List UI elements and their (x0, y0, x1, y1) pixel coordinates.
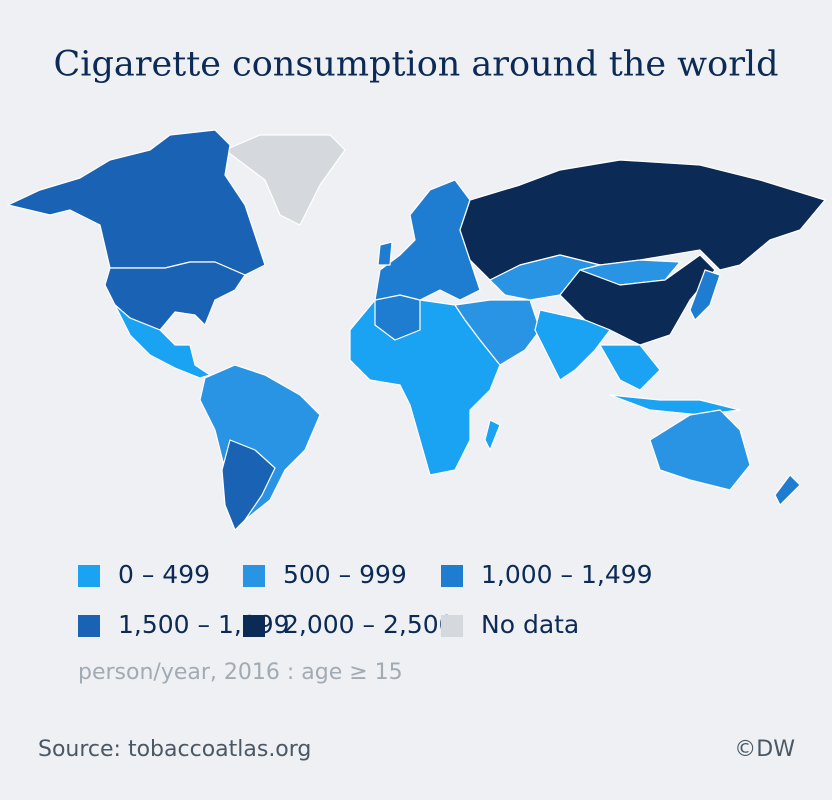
madagascar (484, 419, 501, 451)
southeast-asia (599, 344, 661, 391)
legend-label: 500 – 999 (283, 560, 407, 589)
unit-note: person/year, 2016 : age ≥ 15 (78, 660, 403, 685)
canada (7, 129, 266, 276)
legend-item: 2,000 – 2,500 (243, 610, 455, 639)
legend-label: No data (481, 610, 579, 639)
legend-item: 1,000 – 1,499 (441, 560, 653, 589)
greenland (224, 134, 346, 226)
new-zealand (774, 474, 801, 506)
legend-swatch (243, 565, 265, 587)
legend-swatch (441, 615, 463, 637)
middle-east (454, 299, 541, 366)
australia (649, 409, 751, 491)
legend-label: 0 – 499 (118, 560, 210, 589)
world-map (7, 129, 826, 531)
legend-swatch (243, 615, 265, 637)
legend-swatch (78, 565, 100, 587)
legend-swatch (78, 615, 100, 637)
legend-label: 1,000 – 1,499 (481, 560, 653, 589)
indonesia (609, 394, 741, 416)
source: Source: tobaccoatlas.org (38, 737, 311, 762)
title: Cigarette consumption around the world (53, 45, 778, 85)
argentina-chile (221, 439, 276, 531)
japan (689, 269, 721, 321)
legend-item: 0 – 499 (78, 560, 210, 589)
credit: ©DW (734, 737, 795, 762)
legend-item: 500 – 999 (243, 560, 407, 589)
mexico-central-america (114, 304, 211, 379)
legend-swatch (441, 565, 463, 587)
legend-item: No data (441, 610, 579, 639)
india (534, 309, 611, 381)
united-kingdom (377, 241, 393, 266)
legend-label: 2,000 – 2,500 (283, 610, 455, 639)
